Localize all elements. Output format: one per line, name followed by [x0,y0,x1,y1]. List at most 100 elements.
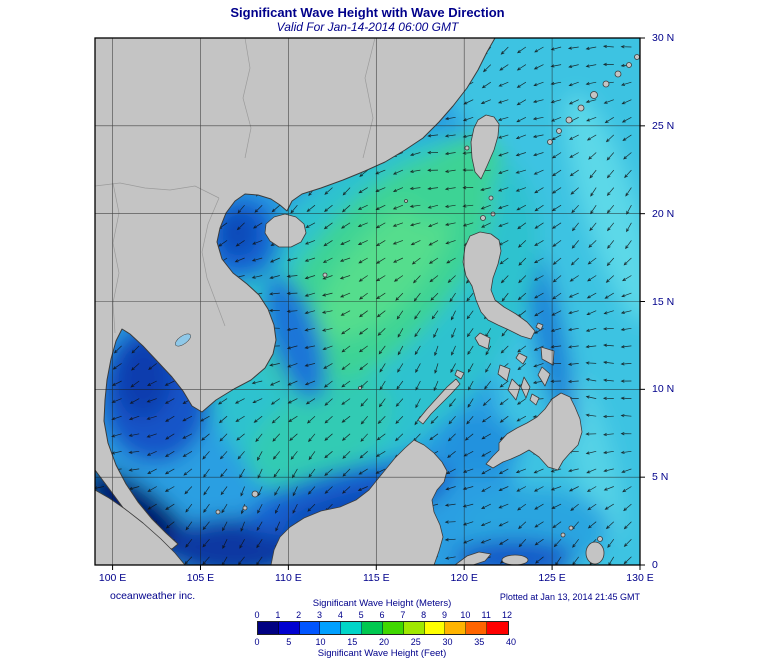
feet-tick-35: 35 [474,637,485,647]
legend-feet-ticks: 0 5 10 15 20 25 30 35 40 [254,637,516,648]
land-taiwan [470,114,500,180]
lon-label-100-e: 100 E [98,572,127,584]
lon-label-110-e: 110 E [275,572,302,584]
land-ryukyu-4 [577,104,585,112]
colorbar-segment-10 [466,622,488,634]
meters-tick-9: 9 [441,610,448,620]
lon-label-130-e: 130 E [626,572,654,584]
meters-tick-11: 11 [481,610,491,620]
legend-meters-ticks: 0 1 2 3 4 5 6 7 8 9 10 11 12 [254,610,512,621]
lake-tonle-sap [175,333,191,347]
lon-label-125-e: 125 E [538,572,566,584]
meters-tick-4: 4 [337,610,343,620]
land-ryukyu-1 [547,139,553,145]
land-halmahera [585,541,605,565]
colorbar-segment-0 [258,622,279,634]
land-masbate [515,352,528,365]
meters-tick-5: 5 [358,610,364,620]
land-babuyan-1 [480,215,486,221]
meters-tick-2: 2 [296,610,302,620]
longitude-labels: 100 E 105 E 110 E 115 E 120 E 125 E 130 E [95,572,654,586]
meters-tick-12: 12 [501,610,513,620]
lat-label-0: 0 [652,559,658,571]
lat-label-15-n: 15 N [652,295,675,308]
land-mindoro [474,332,491,350]
land-pratas [404,199,408,203]
feet-tick-15: 15 [347,637,358,647]
meters-tick-10: 10 [460,610,471,620]
feet-tick-20: 20 [378,637,390,647]
land-batanes [488,195,494,201]
meters-tick-0: 0 [254,610,260,620]
legend-meters-title: Significant Wave Height (Meters) [312,598,452,609]
feet-tick-25: 25 [410,637,421,647]
valid-time-subtitle: Valid For Jan-14-2014 06:00 GMT [276,20,459,34]
grid-lines [95,38,640,565]
colorbar-segment-2 [299,622,321,634]
lat-label-10-n: 10 N [652,383,675,396]
colorbar-segment-8 [424,622,446,634]
meters-tick-8: 8 [421,610,427,620]
land-morotai [597,536,603,542]
lon-label-120-e: 120 E [450,572,478,584]
land-luzon [462,231,536,340]
land-paracel [322,272,328,278]
land-ryukyu-5 [602,80,610,88]
feet-tick-0: 0 [254,637,260,647]
colorbar-segment-5 [362,622,383,634]
land-ryukyu-6 [614,70,622,78]
land-hainan [264,213,307,248]
meters-tick-7: 7 [400,610,406,620]
land-catanduanes [535,322,544,331]
colorbar-segment-4 [341,622,363,634]
feet-tick-30: 30 [442,637,453,647]
land-okinawa [590,91,598,99]
legend-colorbar [257,621,509,635]
land-samar [540,346,555,366]
lon-label-115-e: 115 E [362,572,390,584]
lat-label-5-n: 5 N [652,471,669,484]
land-natuna-2 [242,505,248,511]
lat-label-20-n: 20 N [652,207,675,220]
political-boundaries [95,38,376,334]
meters-tick-1: 1 [275,610,281,620]
legend-feet-title: Significant Wave Height (Feet) [317,648,447,659]
colorbar-segment-9 [445,622,467,634]
meters-tick-6: 6 [379,610,385,620]
land-mainland-asia [95,38,496,550]
land-babuyan-2 [490,211,496,217]
lon-label-105-e: 105 E [186,572,215,584]
land-talaud-1 [560,532,566,538]
land-ryukyu-8 [634,54,640,60]
plotted-timestamp: Plotted at Jan 13, 2014 21:45 GMT [499,592,640,602]
meters-tick-3: 3 [316,610,323,620]
land-sumatra [95,489,186,565]
land-ryukyu-7 [626,62,632,68]
land-ryukyu-3 [565,116,573,124]
axis-ticks [112,37,645,570]
lat-label-30-n: 30 N [652,32,675,44]
feet-tick-10: 10 [315,637,326,647]
colorbar-segment-7 [403,622,425,634]
land-penghu [464,145,470,151]
colorbar-segment-1 [278,622,300,634]
land-small-island [501,554,529,565]
map-area: 30 N 25 N 20 N 15 N 10 N 5 N 0 100 E 105 E 110 E… [94,32,674,584]
colorbar-segment-6 [382,622,404,634]
land-talaud-2 [568,525,574,531]
lat-label-25-n: 25 N [652,119,675,132]
land-leyte [537,366,551,387]
feet-tick-5: 5 [286,637,292,647]
colorbar-segment-3 [320,622,342,634]
land-palawan [417,378,461,425]
wave-height-map [94,37,645,570]
land-borneo [270,439,448,565]
page-title: Significant Wave Height with Wave Direct… [230,5,505,20]
land-busuanga [454,369,465,380]
land-layer [95,38,640,565]
land-anambas [215,509,221,515]
credit: oceanweather inc. [110,590,196,602]
feet-tick-40: 40 [505,637,517,647]
